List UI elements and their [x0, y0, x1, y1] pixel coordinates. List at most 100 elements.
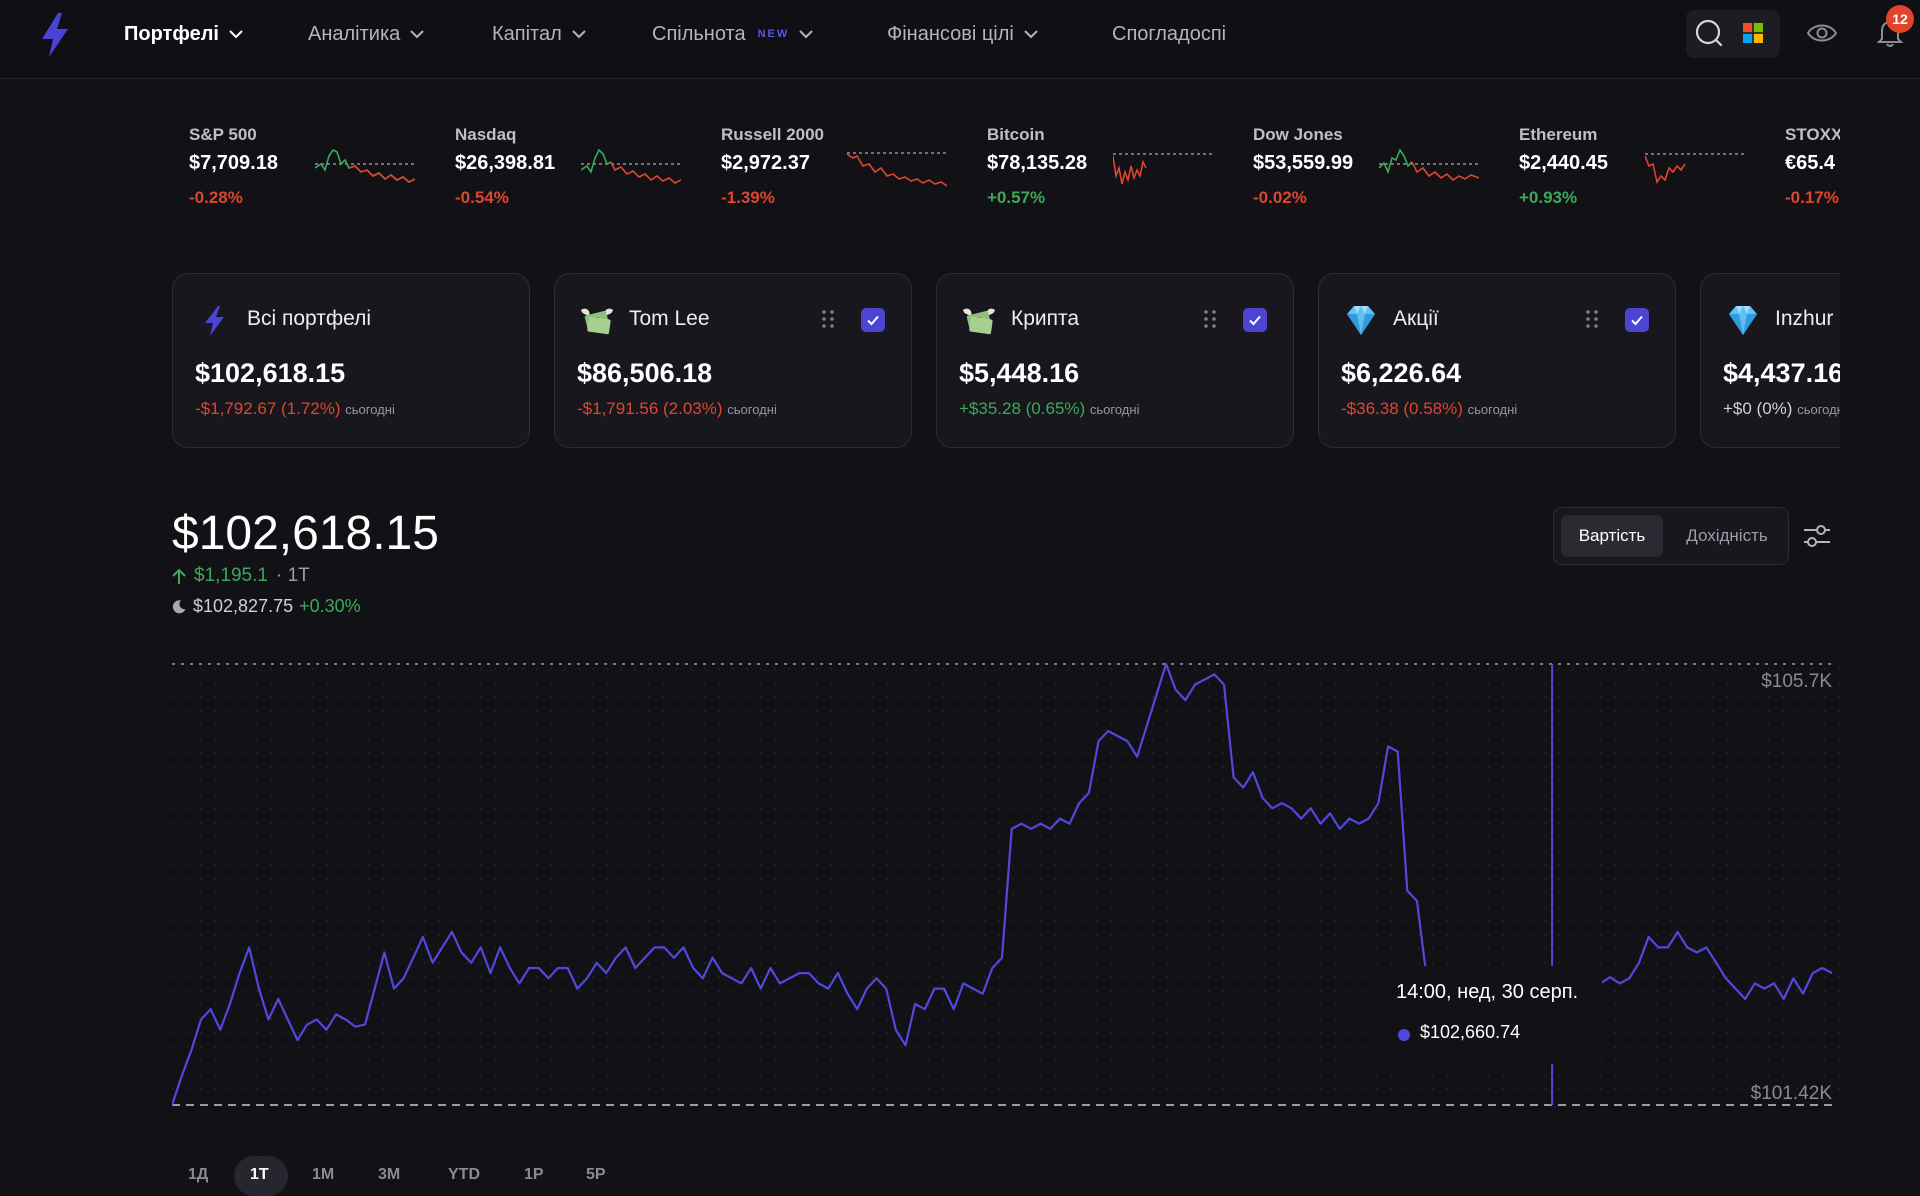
moon-icon: [172, 600, 186, 614]
drag-handle-icon[interactable]: [821, 309, 835, 329]
ticker-name: Bitcoin: [987, 125, 1045, 144]
ticker-change: -0.02%: [1253, 188, 1307, 207]
range-tab-1d[interactable]: 1Д: [188, 1166, 209, 1183]
arrow-up-icon: [172, 568, 186, 584]
ticker-price: $7,709.18: [189, 152, 278, 174]
ticker-name: Russell 2000: [721, 125, 825, 144]
ticker-bitcoin[interactable]: Bitcoin $78,135.28 +0.57%: [984, 120, 1244, 210]
chevron-down-icon: [572, 29, 586, 38]
ticker-nasdaq[interactable]: Nasdaq $26,398.81 -0.54%: [452, 120, 712, 210]
total-delta-value: $1,195.1: [194, 565, 268, 586]
range-tab-1w[interactable]: 1Т: [250, 1166, 269, 1183]
ticker-name: STOXX: [1785, 125, 1840, 144]
range-tab-5y[interactable]: 5Р: [586, 1166, 606, 1183]
chevron-down-icon: [229, 29, 243, 38]
ticker-price: $53,559.99: [1253, 152, 1354, 174]
new-badge: NEW: [757, 28, 790, 40]
nav-watchlist-label: Спогладоспі: [1112, 22, 1227, 45]
ticker-change: -0.17%: [1785, 188, 1839, 207]
nav-tools-group: [1686, 10, 1780, 58]
diamond-icon: [1729, 306, 1757, 335]
ticker-price: $78,135.28: [987, 152, 1088, 174]
ticker-dowjones[interactable]: Dow Jones $53,559.99 -0.02%: [1250, 120, 1510, 210]
ticker-name: Ethereum: [1519, 125, 1598, 144]
ticker-price: $26,398.81: [455, 152, 556, 174]
nav-watchlist[interactable]: Спогладоспі: [1112, 22, 1240, 46]
search-icon[interactable]: [1694, 18, 1724, 48]
y-max-label: $105.7K: [1761, 671, 1832, 692]
ticker-price: $2,972.37: [721, 152, 810, 174]
chevron-down-icon: [799, 29, 813, 38]
total-delta: $1,195.1 · 1Т: [172, 565, 310, 587]
range-tab-ytd[interactable]: YTD: [448, 1166, 480, 1183]
portfolio-change-amount: -$36.38 (0.58%): [1341, 399, 1463, 418]
money-wings-icon: [963, 308, 995, 335]
portfolio-card-crypto[interactable]: Крипта $5,448.16 +$35.28 (0.65%) сьогодн…: [936, 273, 1294, 448]
portfolio-card-inzhur[interactable]: Inzhur $4,437.16 +$0 (0%) сьогодні: [1700, 273, 1840, 448]
nav-goals[interactable]: Фінансові цілі: [887, 22, 1038, 46]
tooltip-series-dot: [1398, 1029, 1410, 1041]
ticker-sparkline: [1113, 153, 1213, 185]
notification-count-badge: 12: [1886, 5, 1914, 33]
ticker-name: Nasdaq: [455, 125, 517, 144]
after-hours: $102,827.75 +0.30%: [172, 596, 361, 617]
ticker-change: -1.39%: [721, 188, 775, 207]
y-min-label: $101.42K: [1751, 1083, 1833, 1104]
portfolio-change-amount: +$0 (0%): [1723, 399, 1793, 418]
ticker-price: $2,440.45: [1519, 152, 1608, 174]
ticker-russell[interactable]: Russell 2000 $2,972.37 -1.39%: [718, 120, 978, 210]
portfolio-title: Inzhur: [1775, 307, 1834, 330]
eye-icon[interactable]: [1806, 20, 1838, 46]
drag-handle-icon[interactable]: [1585, 309, 1599, 329]
bolt-icon: [205, 306, 224, 336]
drag-handle-icon[interactable]: [1203, 309, 1217, 329]
portfolio-change-amount: -$1,792.67 (1.72%): [195, 399, 341, 418]
portfolio-checkbox[interactable]: [1243, 308, 1267, 332]
portfolio-today-label: сьогодні: [1467, 402, 1518, 417]
sliders-icon[interactable]: [1800, 521, 1834, 551]
ticker-stoxx[interactable]: STOXX €65.4 -0.17%: [1782, 120, 1840, 210]
nav-portfolios-label: Портфелі: [124, 22, 219, 45]
nav-capital[interactable]: Капітал: [492, 22, 586, 46]
ticker-change: -0.54%: [455, 188, 509, 207]
range-tab-1y[interactable]: 1Р: [524, 1166, 544, 1183]
portfolio-value: $6,226.64: [1341, 358, 1462, 388]
chart-mode-toggle: Вартість Дохідність: [1553, 507, 1789, 565]
nav-community[interactable]: Спільнота NEW: [652, 22, 813, 46]
tooltip-value: $102,660.74: [1420, 1022, 1521, 1042]
range-tab-3m[interactable]: 3М: [378, 1166, 401, 1183]
bolt-logo-icon[interactable]: [38, 12, 72, 58]
portfolio-today-label: сьогодні: [345, 402, 395, 417]
nav-portfolios[interactable]: Портфелі: [124, 22, 243, 46]
nav-capital-label: Капітал: [492, 22, 562, 45]
portfolio-value: $102,618.15: [195, 358, 346, 388]
ticker-change: +0.93%: [1519, 188, 1578, 207]
ticker-sp500[interactable]: S&P 500 $7,709.18 -0.28%: [186, 120, 446, 210]
range-tab-1m[interactable]: 1М: [312, 1166, 335, 1183]
ticker-name: S&P 500: [189, 125, 257, 144]
ticker-sparkline: [1379, 148, 1479, 182]
check-icon: [1249, 315, 1261, 326]
portfolio-today-label: сьогодні: [727, 402, 777, 417]
portfolio-value: $5,448.16: [959, 358, 1080, 388]
ticker-sparkline: [315, 148, 415, 183]
windows-icon[interactable]: [1743, 23, 1763, 43]
nav-analytics-label: Аналітика: [308, 22, 401, 45]
portfolio-card-stocks[interactable]: Акції $6,226.64 -$36.38 (0.58%) сьогодні: [1318, 273, 1676, 448]
portfolio-checkbox[interactable]: [861, 308, 885, 332]
portfolio-change: -$1,792.67 (1.72%) сьогодні: [195, 399, 395, 419]
after-hours-value: $102,827.75: [193, 596, 294, 616]
ticker-ethereum[interactable]: Ethereum $2,440.45 +0.93%: [1516, 120, 1776, 210]
value-mode-button[interactable]: Вартість: [1561, 515, 1663, 557]
return-mode-button[interactable]: Дохідність: [1686, 526, 1768, 545]
portfolio-card-all[interactable]: Всі портфелі $102,618.15 -$1,792.67 (1.7…: [172, 273, 530, 448]
market-tickers: S&P 500 $7,709.18 -0.28% Nasdaq $26,398.…: [186, 120, 1840, 220]
nav-analytics[interactable]: Аналітика: [308, 22, 424, 46]
chevron-down-icon: [1024, 29, 1038, 38]
portfolio-checkbox[interactable]: [1625, 308, 1649, 332]
portfolio-card-tom-lee[interactable]: Tom Lee $86,506.18 -$1,791.56 (2.03%) сь…: [554, 273, 912, 448]
portfolio-change: +$35.28 (0.65%) сьогодні: [959, 399, 1139, 419]
chart-tooltip: 14:00, нед, 30 серп. $102,660.74: [1370, 966, 1602, 1064]
portfolio-title: Tom Lee: [629, 307, 710, 330]
ticker-sparkline: [581, 148, 681, 184]
